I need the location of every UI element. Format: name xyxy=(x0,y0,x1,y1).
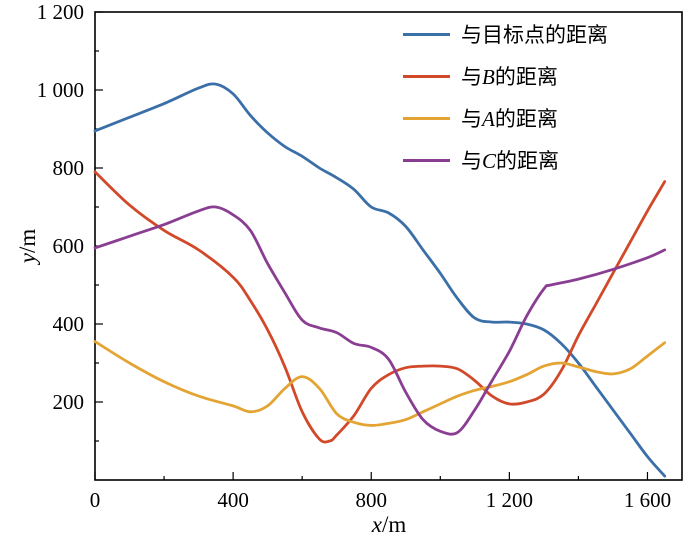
y-tick-label: 800 xyxy=(53,156,85,180)
legend-label: 与A的距离 xyxy=(461,107,558,131)
y-axis-variable: y xyxy=(15,253,40,264)
y-axis-unit: /m xyxy=(15,228,40,254)
y-tick-label: 1 000 xyxy=(37,78,84,102)
legend-line-sample xyxy=(403,158,450,162)
legend-item-3: 与C的距离 xyxy=(403,146,608,174)
y-tick-label: 1 200 xyxy=(37,0,84,24)
legend-item-0: 与目标点的距离 xyxy=(403,20,608,48)
x-tick-label: 1 200 xyxy=(486,488,533,512)
legend: 与目标点的距离 与B的距离与A的距离与C的距离 xyxy=(403,20,608,174)
series-line-1 xyxy=(93,170,667,444)
legend-item-2: 与A的距离 xyxy=(403,104,608,132)
legend-label: 与C的距离 xyxy=(461,149,560,173)
y-axis-ticks xyxy=(95,11,103,442)
x-axis-ticks xyxy=(94,472,649,480)
x-tick-label: 0 xyxy=(90,488,101,512)
x-tick-label: 800 xyxy=(355,488,387,512)
legend-line-sample xyxy=(403,116,450,120)
legend-line-sample xyxy=(403,74,450,78)
x-axis-unit: /m xyxy=(381,512,407,537)
series-line-2 xyxy=(93,340,667,427)
x-tick-label: 1 600 xyxy=(624,488,671,512)
x-axis-label: x/m xyxy=(372,512,407,538)
x-axis-variable: x xyxy=(371,512,382,537)
legend-line-sample xyxy=(403,32,450,36)
legend-label: 与B的距离 xyxy=(461,65,558,89)
series-line-3 xyxy=(93,205,667,436)
y-tick-label: 400 xyxy=(53,312,85,336)
legend-label: 与目标点的距离 xyxy=(461,24,608,47)
y-tick-label: 200 xyxy=(53,390,85,414)
y-tick-label: 600 xyxy=(53,234,85,258)
x-tick-label: 400 xyxy=(217,488,249,512)
legend-item-1: 与B的距离 xyxy=(403,62,608,90)
y-axis-label: y/m xyxy=(15,229,41,264)
series-line-0 xyxy=(93,82,667,478)
